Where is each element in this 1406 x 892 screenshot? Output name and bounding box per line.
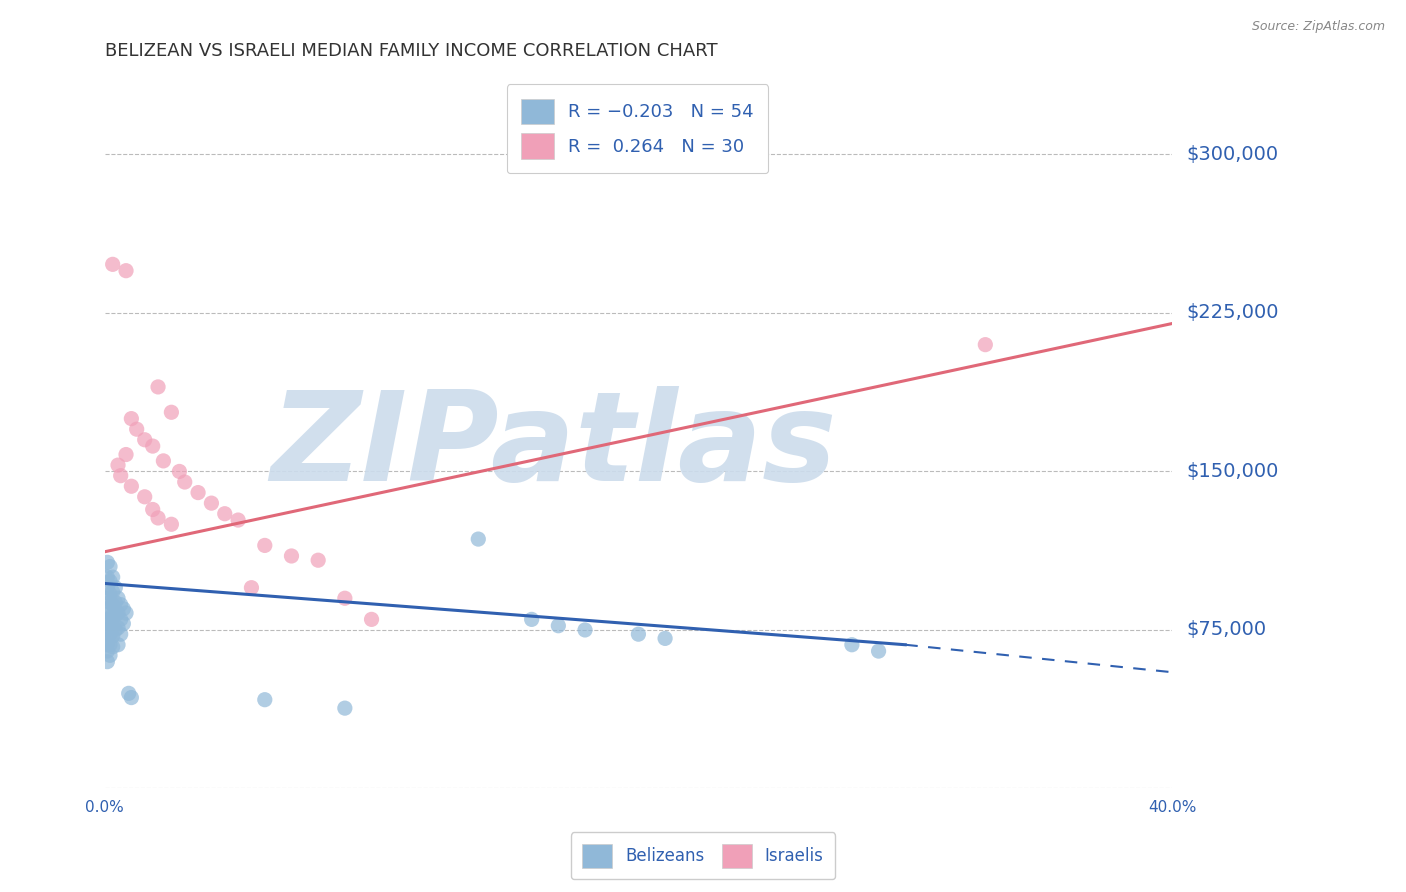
Point — [96, 555, 118, 569]
Point — [520, 612, 543, 626]
Point — [101, 608, 124, 623]
Point — [107, 458, 129, 472]
Point — [307, 553, 329, 567]
Point — [360, 612, 382, 626]
Text: $75,000: $75,000 — [1187, 621, 1267, 640]
Text: BELIZEAN VS ISRAELI MEDIAN FAMILY INCOME CORRELATION CHART: BELIZEAN VS ISRAELI MEDIAN FAMILY INCOME… — [104, 42, 717, 60]
Point — [280, 549, 302, 563]
Point — [98, 595, 121, 609]
Point — [226, 513, 249, 527]
Point — [974, 337, 997, 351]
Point — [115, 606, 138, 620]
Point — [98, 638, 121, 652]
Point — [333, 701, 356, 715]
Point — [104, 581, 127, 595]
Point — [98, 627, 121, 641]
Point — [146, 380, 169, 394]
Point — [115, 263, 138, 277]
Point — [146, 511, 169, 525]
Point — [101, 640, 124, 654]
Point — [101, 629, 124, 643]
Point — [96, 570, 118, 584]
Point — [160, 405, 183, 419]
Point — [96, 591, 118, 606]
Point — [98, 559, 121, 574]
Point — [104, 595, 127, 609]
Point — [214, 507, 236, 521]
Point — [841, 638, 863, 652]
Point — [96, 612, 118, 626]
Point — [101, 618, 124, 632]
Point — [142, 439, 165, 453]
Text: ZIPatlas: ZIPatlas — [270, 385, 837, 507]
Point — [547, 618, 569, 632]
Point — [200, 496, 222, 510]
Point — [98, 648, 121, 663]
Legend: Belizeans, Israelis: Belizeans, Israelis — [571, 832, 835, 880]
Point — [152, 454, 174, 468]
Point — [125, 422, 148, 436]
Point — [96, 623, 118, 637]
Point — [110, 627, 132, 641]
Point — [120, 690, 142, 705]
Point — [107, 638, 129, 652]
Point — [169, 465, 191, 479]
Text: $300,000: $300,000 — [1187, 145, 1278, 164]
Text: Source: ZipAtlas.com: Source: ZipAtlas.com — [1251, 20, 1385, 33]
Point — [104, 608, 127, 623]
Point — [574, 623, 596, 637]
Point — [104, 623, 127, 637]
Point — [101, 570, 124, 584]
Point — [110, 612, 132, 626]
Point — [253, 692, 276, 706]
Point — [627, 627, 650, 641]
Point — [101, 585, 124, 599]
Point — [333, 591, 356, 606]
Point — [120, 411, 142, 425]
Point — [96, 655, 118, 669]
Point — [112, 602, 135, 616]
Point — [98, 587, 121, 601]
Point — [96, 616, 118, 631]
Point — [101, 598, 124, 612]
Point — [107, 606, 129, 620]
Point — [98, 616, 121, 631]
Text: $150,000: $150,000 — [1187, 462, 1278, 481]
Point — [253, 538, 276, 552]
Point — [98, 574, 121, 589]
Point — [120, 479, 142, 493]
Legend: R = −0.203   N = 54, R =  0.264   N = 30: R = −0.203 N = 54, R = 0.264 N = 30 — [506, 84, 768, 173]
Point — [134, 433, 156, 447]
Point — [96, 644, 118, 658]
Point — [112, 616, 135, 631]
Point — [110, 468, 132, 483]
Point — [96, 581, 118, 595]
Point — [134, 490, 156, 504]
Point — [142, 502, 165, 516]
Point — [101, 257, 124, 271]
Point — [160, 517, 183, 532]
Point — [96, 629, 118, 643]
Point — [173, 475, 195, 489]
Point — [467, 532, 489, 546]
Point — [654, 632, 676, 646]
Point — [110, 598, 132, 612]
Point — [107, 621, 129, 635]
Point — [187, 485, 209, 500]
Point — [96, 638, 118, 652]
Point — [118, 686, 141, 700]
Point — [107, 591, 129, 606]
Text: $225,000: $225,000 — [1187, 303, 1278, 322]
Point — [240, 581, 263, 595]
Point — [98, 606, 121, 620]
Point — [115, 448, 138, 462]
Point — [868, 644, 890, 658]
Point — [96, 602, 118, 616]
